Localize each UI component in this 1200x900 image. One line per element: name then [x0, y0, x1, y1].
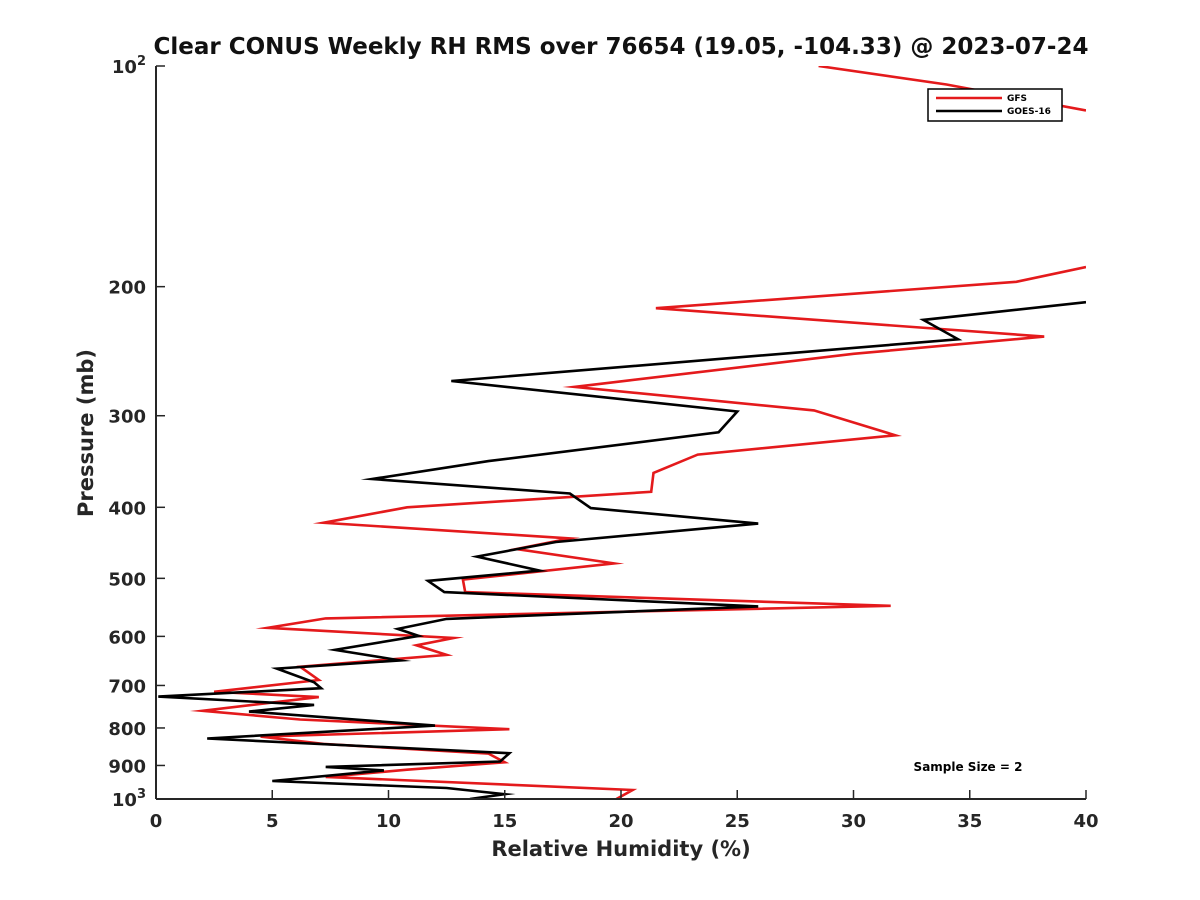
y-tick-label: 300: [108, 407, 146, 428]
y-tick-label: 900: [108, 756, 146, 777]
sample-size-annotation: Sample Size = 2: [914, 760, 1023, 774]
series-line-gfs-segment-1: [189, 265, 1086, 799]
x-tick-label: 40: [1073, 811, 1098, 832]
series-line-goes16-segment-0: [158, 300, 1086, 799]
series-lines: [158, 66, 1086, 799]
x-tick-label: 15: [492, 811, 517, 832]
legend-label-gfs: GFS: [1007, 94, 1027, 104]
y-tick-label: 102: [112, 54, 146, 78]
y-tick-label: 800: [108, 719, 146, 740]
x-tick-label: 0: [150, 811, 163, 832]
plot-area: 0 5 10 15 20 25 30 35 40 102 200 300 400 500 600 700 800…: [108, 54, 1098, 832]
legend-label-goes16: GOES-16: [1007, 107, 1051, 117]
y-tick-label: 500: [108, 569, 146, 590]
x-tick-label: 20: [608, 811, 633, 832]
y-tick-label: 700: [108, 676, 146, 697]
y-axis-label: Pressure (mb): [74, 349, 98, 517]
y-tick-label: 400: [108, 498, 146, 519]
x-tick-label: 25: [725, 811, 750, 832]
legend-box: [927, 88, 1063, 122]
x-axis-label: Relative Humidity (%): [491, 837, 750, 861]
y-tick-label: 200: [108, 278, 146, 299]
x-tick-label: 5: [266, 811, 279, 832]
y-tick-label: 600: [108, 627, 146, 648]
x-tick-label: 35: [957, 811, 982, 832]
legend: GFS GOES-16: [927, 88, 1063, 122]
chart-title: Clear CONUS Weekly RH RMS over 76654 (19…: [154, 34, 1089, 60]
x-tick-label: 10: [376, 811, 401, 832]
x-tick-label: 30: [841, 811, 866, 832]
y-tick-label: 103: [112, 787, 146, 811]
